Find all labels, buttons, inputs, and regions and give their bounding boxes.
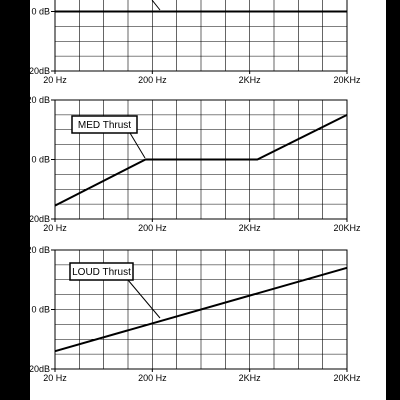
x-tick-label: 2KHz (239, 373, 262, 383)
annotation: MED Thrust (78, 120, 131, 131)
y-tick-label: -20dB (26, 214, 50, 224)
x-tick-label: 20 Hz (43, 373, 67, 383)
x-tick-label: 20 Hz (43, 223, 67, 233)
y-tick-label: 0 dB (31, 155, 50, 165)
sheet (30, 0, 386, 400)
y-tick-label: 0 dB (31, 7, 50, 17)
x-tick-label: 200 Hz (138, 223, 167, 233)
annotation-box (71, 115, 138, 134)
leader-line (127, 279, 161, 319)
response-line (54, 113, 348, 207)
y-tick-label: +20 dB (21, 95, 50, 105)
x-tick-label: 20KHz (333, 223, 361, 233)
x-tick-label: 200 Hz (138, 75, 167, 85)
x-tick-label: 20KHz (333, 75, 361, 85)
leader-line (129, 132, 146, 159)
x-tick-label: 20KHz (333, 373, 361, 383)
y-tick-label: +20 dB (21, 245, 50, 255)
y-tick-label: -20dB (26, 66, 50, 76)
annotation: LOUD Thrust (72, 267, 131, 278)
annotation-box (69, 262, 134, 281)
x-tick-label: 200 Hz (138, 373, 167, 383)
x-tick-label: 20 Hz (43, 75, 67, 85)
y-tick-label: 0 dB (31, 305, 50, 315)
x-tick-label: 2KHz (239, 223, 262, 233)
response-line (54, 266, 348, 353)
leader-line (151, 0, 161, 11)
x-tick-label: 2KHz (239, 75, 262, 85)
y-tick-label: -20dB (26, 364, 50, 374)
